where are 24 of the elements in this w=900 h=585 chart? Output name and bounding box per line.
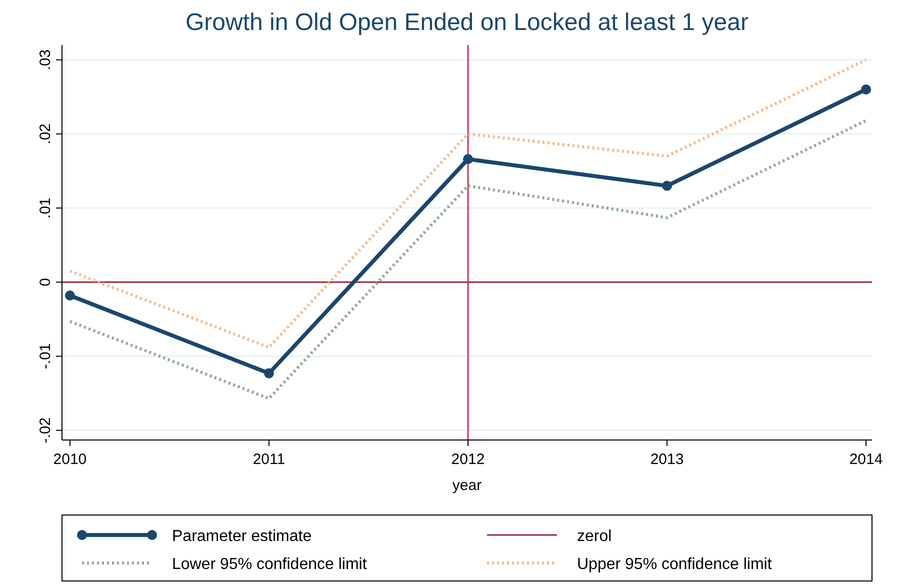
y-tick-label: 0	[37, 278, 54, 286]
x-tick-label: 2011	[252, 451, 286, 468]
x-tick-label: 2010	[53, 451, 87, 468]
point	[264, 368, 274, 378]
y-tick-label: .02	[37, 124, 54, 144]
legend-label: Lower 95% confidence limit	[172, 556, 368, 573]
x-tick-label: 2012	[451, 451, 485, 468]
legend-label: Upper 95% confidence limit	[577, 556, 772, 573]
x-axis-title: year	[452, 477, 482, 494]
point	[462, 154, 473, 164]
point	[64, 290, 75, 300]
x-tick-label: 2014	[849, 451, 883, 468]
point	[662, 180, 672, 191]
y-tick-label: -.02	[37, 417, 54, 444]
point	[861, 84, 872, 94]
legend-label: zerol	[577, 528, 612, 545]
y-tick-label: .03	[37, 49, 54, 70]
chart-title: Growth in Old Open Ended on Locked at least 1 year	[185, 9, 749, 36]
y-tick-label: .01	[37, 198, 54, 218]
x-tick-label: 2013	[650, 451, 684, 468]
y-tick-label: -.01	[37, 343, 54, 370]
line-series	[68, 119, 868, 400]
legend-label: Parameter estimate	[172, 528, 312, 545]
line-series	[68, 58, 868, 349]
